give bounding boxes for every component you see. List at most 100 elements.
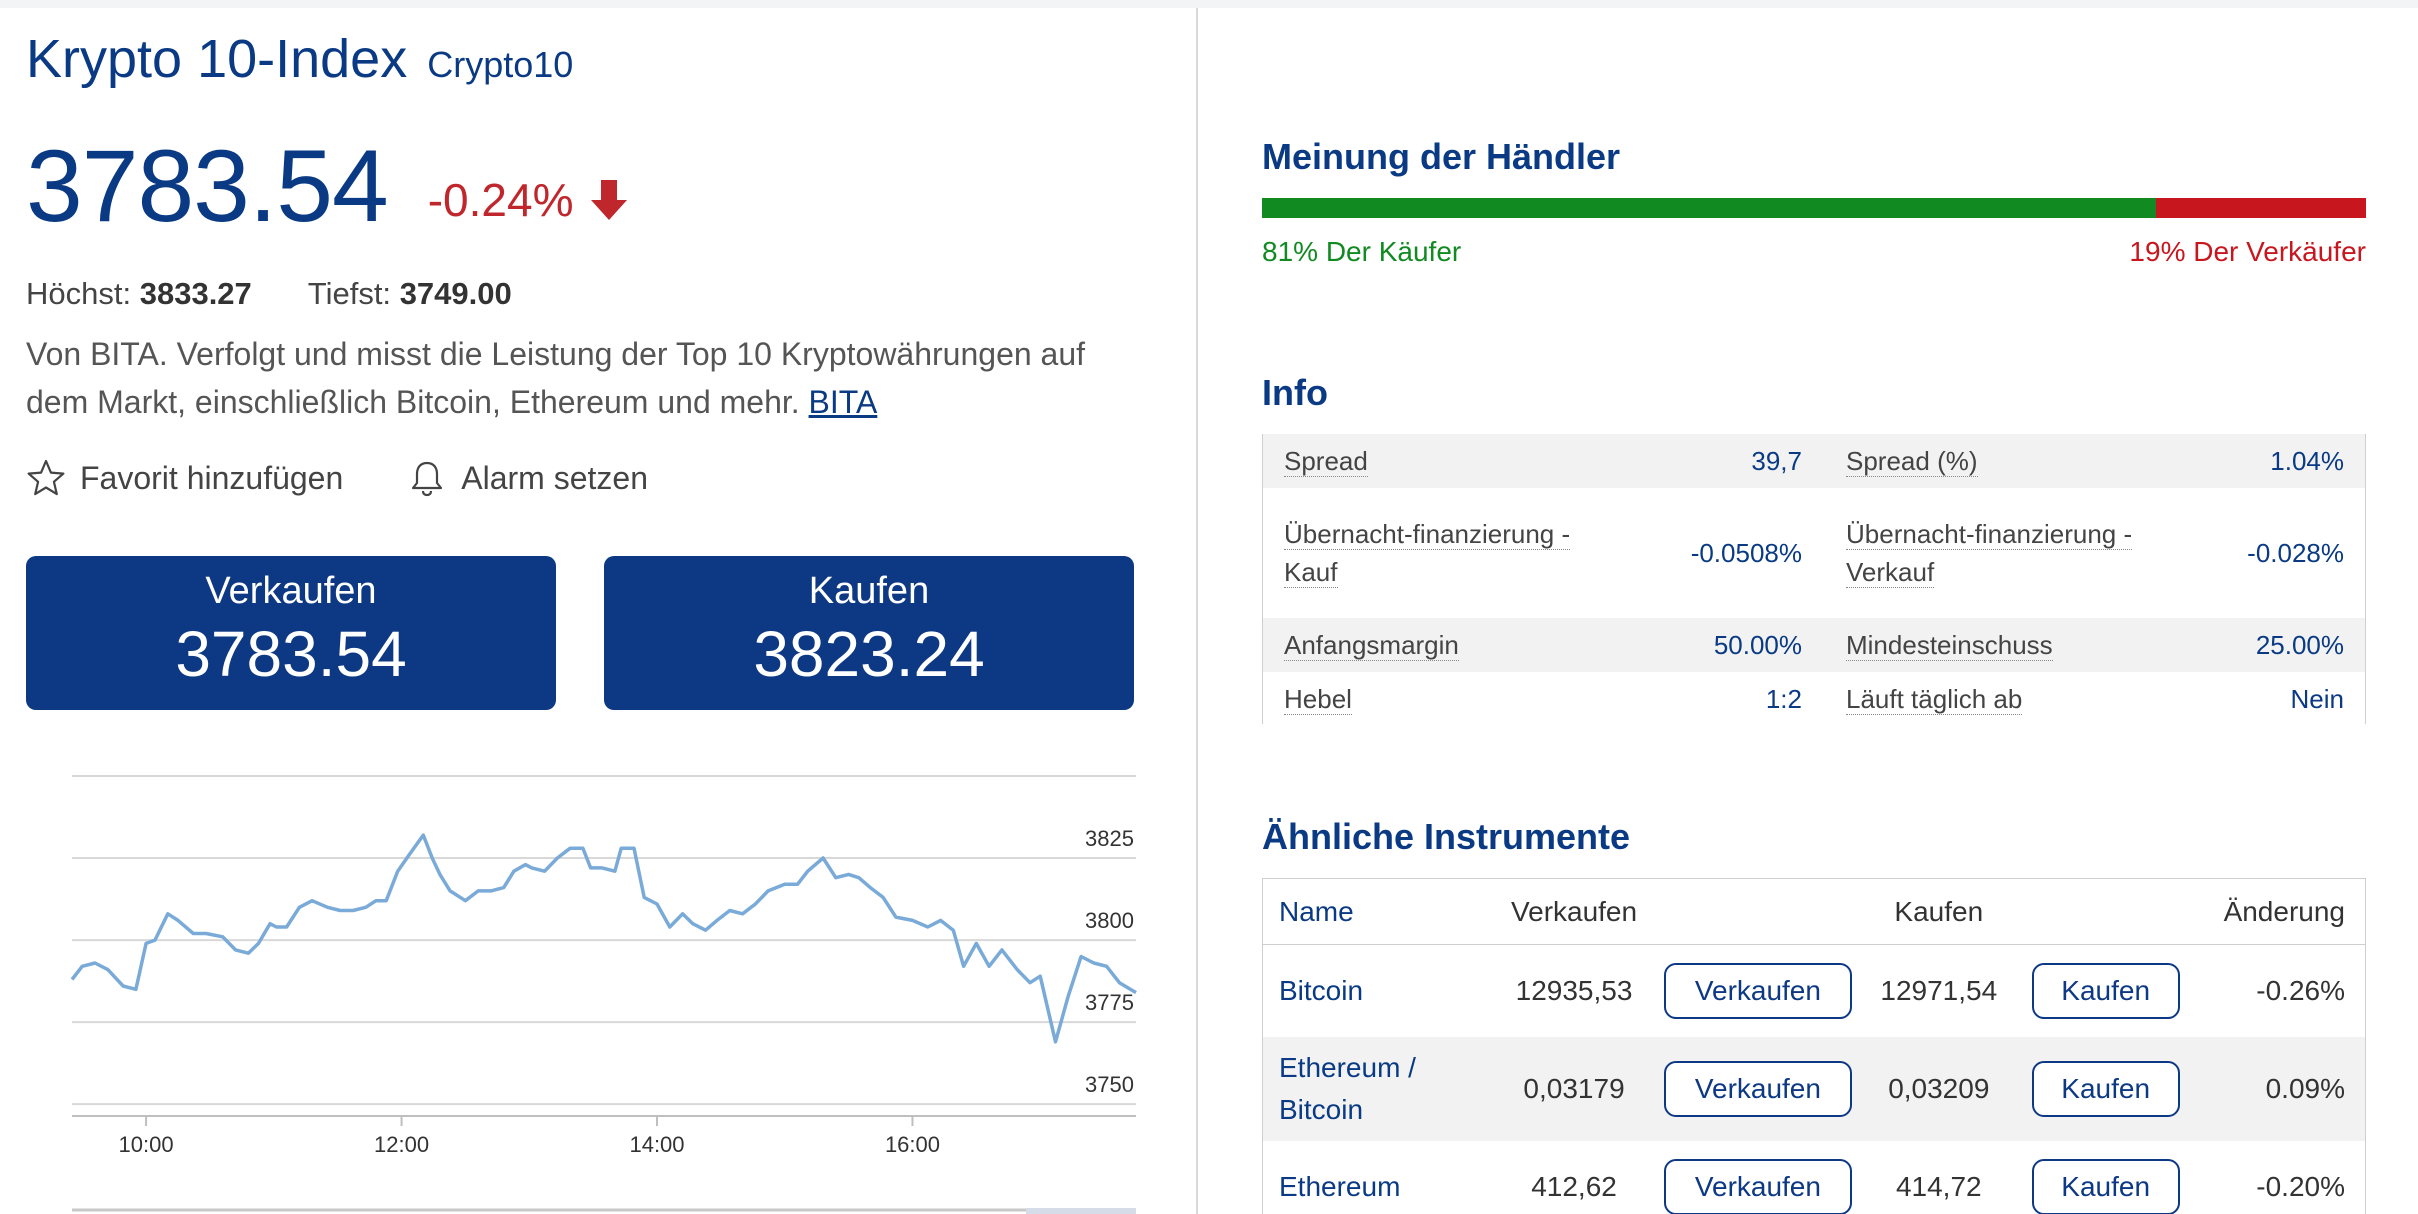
buy-button-label: Kaufen <box>808 570 930 612</box>
info-value: -0.028% <box>2247 537 2344 568</box>
x-tick-label: 16:00 <box>885 1132 940 1157</box>
chart-navigator-handle <box>1026 1208 1136 1214</box>
y-tick-label: 3775 <box>1085 990 1134 1015</box>
buy-price: 414,72 <box>1895 1170 1982 1202</box>
similar-instruments-title: Ähnliche Instrumente <box>1262 816 1631 857</box>
bita-link[interactable]: BITA <box>808 384 878 420</box>
buy-button-price: 3823.24 <box>753 618 985 690</box>
row-sell-button[interactable]: Verkaufen <box>1663 1158 1852 1214</box>
info-row: Anfangsmargin 50.00% Mindesteinschuss 25… <box>1262 618 2366 672</box>
price-series-line <box>70 833 1137 1044</box>
sentiment-bar <box>1262 198 2366 218</box>
sell-button[interactable]: Verkaufen 3783.54 <box>26 556 556 710</box>
current-price: 3783.54 <box>26 129 389 243</box>
day-high: Höchst: 3833.27 <box>26 276 252 311</box>
info-key: Übernacht-finanzierung - Kauf <box>1284 519 1571 588</box>
action-row: Favorit hinzufügen Alarm setzen <box>26 458 648 498</box>
x-tick-label: 12:00 <box>374 1132 429 1157</box>
price-chart-svg: 3750 3775 3800 3825 10:00 12:00 14:00 16:00 <box>70 775 1137 1214</box>
day-range: Höchst: 3833.27 Tiefst: 3749.00 <box>26 276 512 312</box>
bell-icon <box>412 461 443 497</box>
sentiment-buyers-label: 81% Der Käufer <box>1262 236 1462 267</box>
column-header-change: Änderung <box>2199 878 2366 945</box>
sell-price: 12935,53 <box>1515 974 1633 1006</box>
change-value: 0.09% <box>2199 1036 2366 1141</box>
sell-cell: Verkaufen <box>1650 945 1866 1037</box>
info-key: Anfangsmargin <box>1284 630 1459 661</box>
sell-price: 412,62 <box>1531 1170 1617 1202</box>
column-divider <box>1196 8 1198 1214</box>
sell-cell: Verkaufen <box>1649 1036 1866 1141</box>
info-key: Hebel <box>1284 684 1352 715</box>
top-strip <box>0 0 2418 8</box>
sentiment-title: Meinung der Händler <box>1262 136 1621 177</box>
info-key: Spread <box>1284 446 1368 477</box>
sentiment-sellers-fill <box>2156 198 2366 218</box>
buy-button[interactable]: Kaufen 3823.24 <box>604 556 1134 710</box>
column-header-buy: Kaufen <box>1865 878 2012 945</box>
instrument-description: Von BITA. Verfolgt und misst die Leistun… <box>26 336 1086 420</box>
sell-price: 0,03179 <box>1498 1036 1650 1141</box>
column-header-sell: Verkaufen <box>1498 878 1650 945</box>
info-row: Hebel 1:2 Läuft täglich ab Nein <box>1262 672 2366 726</box>
sentiment-labels: 81% Der Käufer 19% Der Verkäufer <box>1262 236 2366 268</box>
sentiment-sellers-label: 19% Der Verkäufer <box>2129 236 2366 267</box>
change-value: -0.20% <box>2256 1170 2345 1202</box>
info-value: 39,7 <box>1751 445 1802 476</box>
price-change: -0.24% <box>427 173 574 226</box>
title-row: Krypto 10-Index Crypto10 <box>26 28 573 90</box>
alarm-button[interactable]: Alarm setzen <box>407 458 648 498</box>
sell-button-label: Verkaufen <box>205 570 377 612</box>
info-key: Läuft täglich ab <box>1846 684 2023 715</box>
buy-price: 12971,54 <box>1880 974 1998 1006</box>
info-value: 25.00% <box>2255 629 2344 660</box>
instrument-name-link[interactable]: Bitcoin <box>1279 974 1364 1006</box>
instrument-ticker: Crypto10 <box>427 44 574 85</box>
row-buy-button[interactable]: Kaufen <box>2031 1158 2180 1214</box>
details-panel: Meinung der Händler 81% Der Käufer 19% D… <box>1262 0 2366 1214</box>
price-row: 3783.54 -0.24% <box>26 128 629 245</box>
alarm-label: Alarm setzen <box>461 459 648 496</box>
column-header-spacer <box>1649 878 1866 945</box>
row-buy-button[interactable]: Kaufen <box>2031 1060 2180 1117</box>
y-tick-label: 3825 <box>1085 826 1134 851</box>
sentiment-buyers-fill <box>1262 198 2157 218</box>
info-value: -0.0508% <box>1690 537 1802 568</box>
table-row: Ethereum 412,62 Verkaufen 414,72 Kaufen … <box>1263 1141 2366 1214</box>
row-sell-button[interactable]: Verkaufen <box>1663 962 1852 1019</box>
day-low: Tiefst: 3749.00 <box>307 276 512 311</box>
x-tick-label: 14:00 <box>629 1132 684 1157</box>
buy-price: 0,03209 <box>1865 1036 2012 1141</box>
instrument-name-link[interactable]: Ethereum <box>1279 1170 1401 1202</box>
y-tick-label: 3800 <box>1085 908 1134 933</box>
info-key: Mindesteinschuss <box>1846 630 2053 661</box>
instrument-overview: Krypto 10-Index Crypto10 3783.54 -0.24% … <box>26 0 1146 1214</box>
x-tick-label: 10:00 <box>119 1132 174 1157</box>
info-row: Spread 39,7 Spread (%) 1.04% <box>1262 434 2366 488</box>
info-key: Übernacht-finanzierung - Verkauf <box>1846 519 2133 588</box>
instrument-name-link[interactable]: Ethereum / Bitcoin <box>1262 1036 1499 1141</box>
buy-cell: Kaufen <box>2011 1036 2200 1141</box>
column-header-spacer <box>2011 878 2200 945</box>
buy-cell: Kaufen <box>2012 945 2200 1037</box>
y-tick-label: 3750 <box>1085 1072 1134 1097</box>
info-table: Spread 39,7 Spread (%) 1.04% Übernacht-f… <box>1262 434 2366 726</box>
column-header-name: Name <box>1262 878 1499 945</box>
info-value: 1:2 <box>1765 683 1802 714</box>
favorite-label: Favorit hinzufügen <box>80 459 344 496</box>
info-value: Nein <box>2290 683 2344 714</box>
info-value: 50.00% <box>1713 629 1802 660</box>
price-chart[interactable]: 3750 3775 3800 3825 10:00 12:00 14:00 16:00 <box>46 770 1138 1214</box>
sell-cell: Verkaufen <box>1650 1141 1866 1214</box>
table-header-row: Name Verkaufen Kaufen Änderung <box>1262 878 2366 945</box>
row-sell-button[interactable]: Verkaufen <box>1663 1060 1852 1117</box>
info-row: Übernacht-finanzierung - Kauf -0.0508% Ü… <box>1262 488 2366 618</box>
buy-cell: Kaufen <box>2012 1141 2200 1214</box>
info-key: Spread (%) <box>1846 446 1978 477</box>
arrow-down-icon <box>591 179 628 220</box>
similar-instruments-table: Name Verkaufen Kaufen Änderung Bitcoin 1… <box>1262 878 2366 1214</box>
info-title: Info <box>1262 372 1328 413</box>
row-buy-button[interactable]: Kaufen <box>2031 962 2180 1019</box>
favorite-button[interactable]: Favorit hinzufügen <box>26 458 343 498</box>
change-value: -0.26% <box>2256 974 2345 1006</box>
